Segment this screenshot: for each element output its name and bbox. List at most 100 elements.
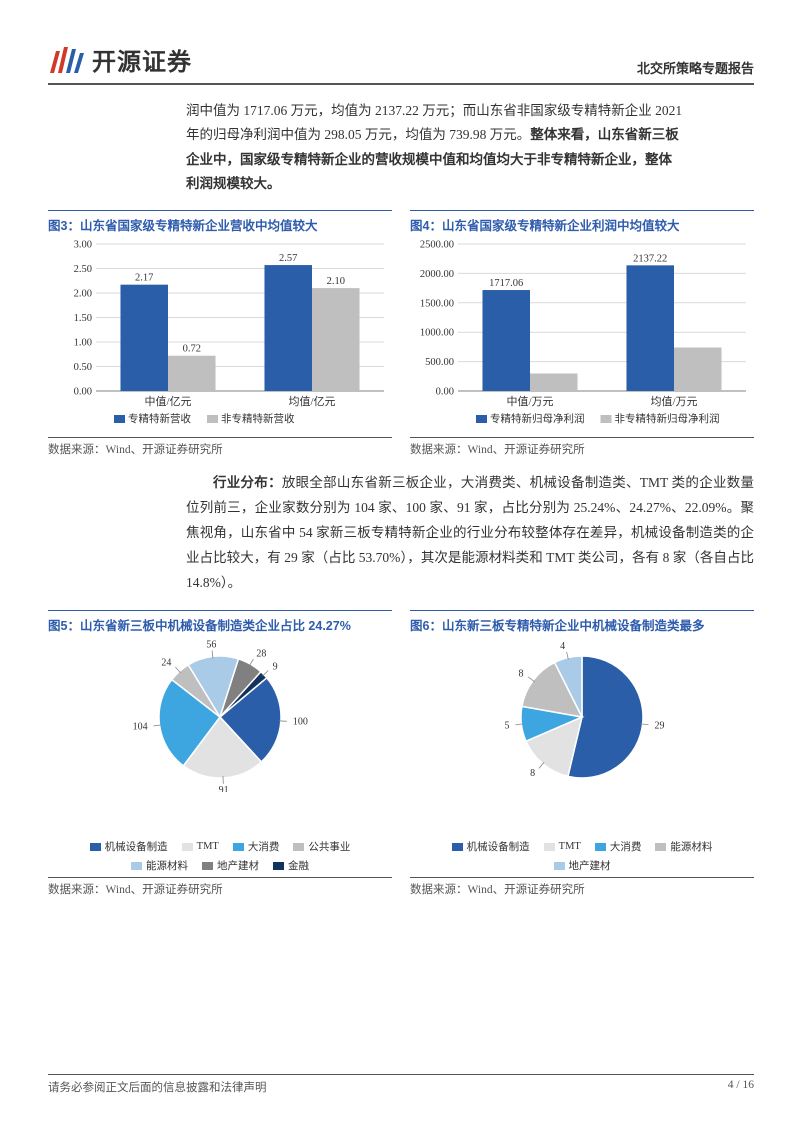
legend-swatch (544, 843, 555, 851)
svg-text:5: 5 (504, 721, 509, 732)
chart4-panel: 图4：山东省国家级专精特新企业利润中均值较大 0.00 500.00 1000.00… (410, 210, 754, 457)
svg-text:中值/亿元: 中值/亿元 (144, 395, 191, 408)
intro-text-1: 润中值为 1717.06 万元，均值为 2137.22 万元；而山东省非国家级专… (186, 103, 682, 118)
svg-text:1717.06: 1717.06 (489, 278, 523, 289)
svg-text:0.00: 0.00 (74, 387, 92, 398)
legend-label: 大消费 (610, 839, 642, 854)
svg-text:0.50: 0.50 (74, 362, 92, 373)
chart5-title: 图5：山东省新三板中机械设备制造类企业占比 24.27% (48, 610, 392, 634)
svg-text:56: 56 (206, 640, 216, 651)
legend-swatch (233, 843, 244, 851)
svg-text:2.00: 2.00 (74, 289, 92, 300)
svg-text:0.72: 0.72 (183, 344, 201, 355)
svg-text:500.00: 500.00 (425, 357, 454, 368)
legend-label: 公共事业 (308, 839, 350, 854)
svg-text:8: 8 (530, 768, 535, 779)
legend-label: TMT (197, 841, 219, 852)
chart5-source: 数据来源：Wind、开源证券研究所 (48, 877, 392, 897)
svg-text:2.50: 2.50 (74, 264, 92, 275)
legend-label: 机械设备制造 (467, 839, 530, 854)
legend-swatch (90, 843, 101, 851)
legend-item: 大消费 (233, 839, 280, 854)
svg-text:1000.00: 1000.00 (420, 328, 454, 339)
legend-label: TMT (559, 841, 581, 852)
svg-text:24: 24 (161, 658, 171, 669)
legend-label: 能源材料 (670, 839, 712, 854)
svg-text:1.00: 1.00 (74, 338, 92, 349)
chart3-title: 图3：山东省国家级专精特新企业营收中均值较大 (48, 210, 392, 234)
svg-text:2500.00: 2500.00 (420, 240, 454, 251)
svg-text:中值/万元: 中值/万元 (506, 395, 553, 408)
svg-text:2137.22: 2137.22 (633, 254, 667, 265)
chart4-title: 图4：山东省国家级专精特新企业利润中均值较大 (410, 210, 754, 234)
mid-bold: 行业分布： (213, 475, 282, 490)
chart5-legend: 机械设备制造 TMT 大消费 公共事业能源材料地产建材 金融 (48, 837, 392, 877)
legend-item: 公共事业 (293, 839, 350, 854)
logo-icon (48, 43, 84, 77)
svg-text:非专精特新归母净利润: 非专精特新归母净利润 (615, 412, 720, 425)
legend-item: TMT (182, 839, 219, 854)
svg-text:均值/万元: 均值/万元 (650, 395, 697, 408)
logo-area: 开源证券 (48, 42, 192, 77)
svg-text:2.17: 2.17 (135, 273, 153, 284)
svg-text:专精特新营收: 专精特新营收 (128, 412, 191, 425)
legend-item: 能源材料 (131, 858, 188, 873)
legend-label: 能源材料 (146, 858, 188, 873)
chart4-svg: 0.00 500.00 1000.00 1500.00 2000.00 2500.00 17… (410, 234, 754, 437)
chart3-source: 数据来源：Wind、开源证券研究所 (48, 437, 392, 457)
intro-bold-2: 企业中，国家级专精特新企业的营收规模中值和均值均大于非专精特新企业，整体 (186, 152, 672, 167)
legend-item: 大消费 (595, 839, 642, 854)
legend-swatch (554, 862, 565, 870)
svg-text:9: 9 (273, 661, 278, 672)
legend-label: 金融 (288, 858, 309, 873)
legend-swatch (273, 862, 284, 870)
svg-text:2.10: 2.10 (327, 276, 345, 287)
svg-text:专精特新归母净利润: 专精特新归母净利润 (490, 412, 585, 425)
page-footer: 请务必参阅正文后面的信息披露和法律声明 4 / 16 (48, 1074, 754, 1095)
legend-swatch (452, 843, 463, 851)
legend-item: 机械设备制造 (452, 839, 530, 854)
mid-paragraph: 行业分布：放眼全部山东省新三板企业，大消费类、机械设备制造类、TMT 类的企业数… (186, 471, 754, 596)
legend-item: 能源材料 (655, 839, 712, 854)
chart5-svg: 100 91 104 24 56 28 9 (48, 634, 392, 792)
mid-text: 放眼全部山东省新三板企业，大消费类、机械设备制造类、TMT 类的企业数量位列前三… (186, 475, 754, 590)
chart4-source: 数据来源：Wind、开源证券研究所 (410, 437, 754, 457)
intro-text-2: 年的归母净利润中值为 298.05 万元，均值为 739.98 万元。 (186, 127, 530, 142)
footer-left: 请务必参阅正文后面的信息披露和法律声明 (48, 1079, 267, 1095)
legend-label: 大消费 (248, 839, 280, 854)
svg-text:1500.00: 1500.00 (420, 298, 454, 309)
svg-text:非专精特新营收: 非专精特新营收 (221, 412, 295, 425)
legend-label: 地产建材 (569, 858, 611, 873)
svg-text:0.00: 0.00 (436, 387, 454, 398)
legend-item: 机械设备制造 (90, 839, 168, 854)
svg-text:104: 104 (133, 722, 148, 733)
footer-right: 4 / 16 (728, 1079, 754, 1095)
svg-text:100: 100 (293, 717, 308, 728)
chart6-source: 数据来源：Wind、开源证券研究所 (410, 877, 754, 897)
svg-text:3.00: 3.00 (74, 240, 92, 251)
intro-paragraph: 润中值为 1717.06 万元，均值为 2137.22 万元；而山东省非国家级专… (186, 99, 754, 196)
svg-text:91: 91 (219, 785, 229, 792)
legend-item: 地产建材 (202, 858, 259, 873)
svg-text:2000.00: 2000.00 (420, 269, 454, 280)
svg-text:28: 28 (256, 649, 266, 660)
intro-bold-3: 利润规模较大。 (186, 176, 281, 191)
legend-item: 地产建材 (554, 858, 611, 873)
chart3-panel: 图3：山东省国家级专精特新企业营收中均值较大 0.000.501.001.502… (48, 210, 392, 457)
chart6-svg: 298584 (410, 634, 754, 792)
chart5-panel: 图5：山东省新三板中机械设备制造类企业占比 24.27% 100 91 104 24 5… (48, 610, 392, 897)
chart6-panel: 图6：山东新三板专精特新企业中机械设备制造类最多 298584 机械设备制造TM… (410, 610, 754, 897)
svg-text:29: 29 (655, 721, 665, 732)
legend-item: TMT (544, 839, 581, 854)
chart3-svg: 0.000.501.001.502.002.503.002.170.72中值/亿… (48, 234, 392, 437)
svg-text:8: 8 (518, 668, 523, 679)
page-header: 开源证券 北交所策略专题报告 (48, 42, 754, 85)
svg-text:2.57: 2.57 (279, 253, 297, 264)
legend-swatch (182, 843, 193, 851)
chart6-legend: 机械设备制造 TMT 大消费 能源材料地产建材 (410, 837, 754, 877)
report-type: 北交所策略专题报告 (637, 58, 754, 77)
legend-swatch (293, 843, 304, 851)
legend-swatch (655, 843, 666, 851)
legend-swatch (131, 862, 142, 870)
intro-bold-1: 整体来看，山东省新三板 (530, 127, 679, 142)
